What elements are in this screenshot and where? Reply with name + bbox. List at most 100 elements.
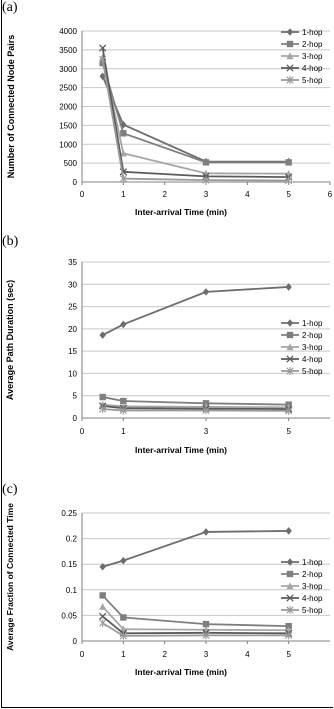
y-tick-label: 500 xyxy=(64,159,78,168)
legend-label-2-hop: 2-hop xyxy=(302,40,323,49)
data-point-2-hop xyxy=(285,159,292,166)
legend-label-4-hop: 4-hop xyxy=(302,64,323,73)
data-point-4-hop xyxy=(99,44,107,52)
y-tick-label: 2000 xyxy=(59,103,77,112)
series-line-1-hop xyxy=(102,286,289,336)
legend-marker-3-hop xyxy=(286,343,294,351)
data-point-2-hop xyxy=(120,614,127,621)
y-axis-label: Average Path Duration (sec) xyxy=(5,280,15,400)
data-point-1-hop xyxy=(99,331,106,339)
legend-marker-1-hop xyxy=(286,28,294,36)
legend-marker-3-hop xyxy=(286,582,294,590)
series-line-2-hop xyxy=(102,594,289,628)
y-tick-label: 5 xyxy=(73,392,78,401)
panel-b: (b) 0 5 10 15 20 25 30 35 0 1 3 5 Inter-arrival Time… xyxy=(0,232,334,472)
x-tick-label: 3 xyxy=(204,650,209,659)
legend-label-1-hop: 1-hop xyxy=(302,319,323,328)
legend-marker-2-hop xyxy=(286,570,294,578)
y-tick-label: 30 xyxy=(68,280,77,289)
series-line-1-hop xyxy=(101,75,289,163)
legend-label-3-hop: 3-hop xyxy=(302,582,323,591)
y-tick-label: 15 xyxy=(68,347,77,356)
x-tick-label: 0 xyxy=(80,427,85,436)
x-tick-label: 6 xyxy=(328,190,333,199)
x-tick-label: 4 xyxy=(245,650,250,659)
y-tick-label: 0 xyxy=(73,178,78,187)
series-line-2-hop xyxy=(102,396,289,406)
series-line-3-hop xyxy=(102,403,289,409)
x-axis-label: Inter-arrival Time (min) xyxy=(135,207,227,217)
panel-label-b: (b) xyxy=(2,234,19,249)
x-tick-label: 4 xyxy=(245,190,250,199)
legend-marker-1-hop xyxy=(286,319,294,327)
panel-c: (c) 0 0.05 0.1 0.15 0.2 0.25 0 1 2 3 4 5 Inter-arriv… xyxy=(0,478,334,709)
x-axis-label: Inter-arrival Time (min) xyxy=(135,445,227,455)
data-point-3-hop xyxy=(119,149,127,157)
data-point-5-hop xyxy=(285,176,293,185)
x-tick-label: 5 xyxy=(286,650,291,659)
series-line-4-hop xyxy=(102,405,289,410)
panel-label-c: (c) xyxy=(2,482,18,497)
y-tick-label: 4000 xyxy=(59,27,77,36)
x-tick-label: 1 xyxy=(121,190,126,199)
x-tick-label: 0 xyxy=(80,650,85,659)
series-line-1-hop xyxy=(102,530,289,568)
legend-label-4-hop: 4-hop xyxy=(302,355,323,364)
series-line-2-hop xyxy=(101,62,289,164)
data-point-3-hop xyxy=(99,602,107,610)
panel-a: (a) 0 500 1000 1500 2000 2500 3000 3500 4000 0 1 2 3… xyxy=(0,0,334,232)
y-tick-label: 0.15 xyxy=(61,560,77,569)
legend-label-1-hop: 1-hop xyxy=(302,558,323,567)
legend-marker-2-hop xyxy=(286,331,294,339)
series-line-5-hop xyxy=(102,622,289,637)
data-point-5-hop xyxy=(99,55,107,64)
x-tick-label: 5 xyxy=(286,427,291,436)
y-tick-label: 0 xyxy=(73,414,78,423)
data-point-5-hop xyxy=(202,631,210,640)
data-point-5-hop xyxy=(202,176,210,185)
legend-label-2-hop: 2-hop xyxy=(302,331,323,340)
data-point-2-hop xyxy=(99,592,106,599)
data-point-5-hop xyxy=(285,631,293,640)
legend-label-3-hop: 3-hop xyxy=(302,52,323,61)
x-tick-label: 5 xyxy=(286,190,291,199)
y-tick-label: 10 xyxy=(68,369,77,378)
data-point-2-hop xyxy=(285,622,292,630)
x-tick-label: 1 xyxy=(121,650,126,659)
x-tick-label: 2 xyxy=(162,190,167,199)
chart-a: 0 500 1000 1500 2000 2500 3000 3500 4000 0 1 2 3 4 5 6 I… xyxy=(6,27,333,217)
x-tick-label: 3 xyxy=(204,427,209,436)
data-point-5-hop xyxy=(285,406,293,415)
data-point-1-hop xyxy=(120,320,127,329)
legend-marker-4-hop xyxy=(286,355,294,363)
data-point-1-hop xyxy=(99,72,106,81)
data-point-1-hop xyxy=(202,528,210,536)
series-line-4-hop xyxy=(101,47,289,178)
legend-label-1-hop: 1-hop xyxy=(302,28,323,37)
series-line-4-hop xyxy=(102,615,289,635)
legend-marker-2-hop xyxy=(286,40,294,48)
data-point-1-hop xyxy=(120,556,127,565)
data-point-2-hop xyxy=(120,397,127,405)
data-point-1-hop xyxy=(120,120,127,129)
data-point-2-hop xyxy=(120,130,127,137)
legend-marker-3-hop xyxy=(286,52,294,60)
legend-label-5-hop: 5-hop xyxy=(302,367,323,376)
y-tick-label: 0.05 xyxy=(61,611,77,620)
panel-label-a: (a) xyxy=(2,0,18,15)
data-point-5-hop xyxy=(202,406,210,415)
data-point-1-hop xyxy=(285,527,292,535)
x-tick-label: 3 xyxy=(204,190,209,199)
legend-marker-5-hop xyxy=(286,367,294,375)
series-line-5-hop xyxy=(101,59,289,182)
y-tick-label: 0 xyxy=(73,637,78,646)
y-tick-label: 0.2 xyxy=(66,535,78,544)
data-point-4-hop xyxy=(99,612,107,621)
data-point-1-hop xyxy=(202,288,210,296)
legend-label-5-hop: 5-hop xyxy=(302,606,323,615)
y-tick-label: 0.25 xyxy=(61,509,77,518)
legend-label-4-hop: 4-hop xyxy=(302,594,323,603)
chart-c: 0 0.05 0.1 0.15 0.2 0.25 0 1 2 3 4 5 Inter-arrival T… xyxy=(5,503,330,677)
x-tick-label: 2 xyxy=(162,650,167,659)
